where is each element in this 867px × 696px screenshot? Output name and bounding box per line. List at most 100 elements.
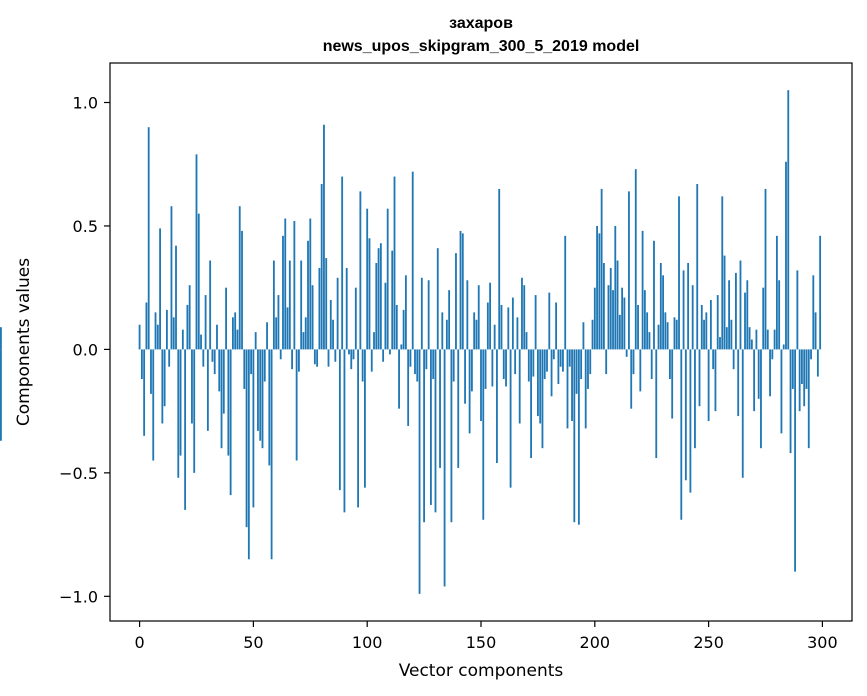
bar xyxy=(200,334,202,350)
bar xyxy=(509,349,512,488)
bar xyxy=(730,319,733,350)
bar xyxy=(805,349,808,389)
bar xyxy=(350,349,353,370)
bar xyxy=(643,290,646,350)
bar xyxy=(218,349,221,392)
bar xyxy=(366,208,369,350)
bar xyxy=(452,349,455,382)
x-tick-label: 150 xyxy=(466,633,497,652)
bar xyxy=(541,349,544,449)
bar xyxy=(272,260,275,350)
bar xyxy=(719,337,721,350)
bar xyxy=(150,349,152,394)
y-axis-ticks: −1.0 −0.5 0.0 0.5 1.0 xyxy=(59,94,110,606)
bar xyxy=(156,324,159,350)
bar xyxy=(684,349,687,481)
bar xyxy=(698,349,701,407)
bar xyxy=(464,349,466,404)
bar xyxy=(589,349,592,375)
bar xyxy=(318,267,321,350)
bar xyxy=(598,233,601,350)
bar xyxy=(332,319,334,350)
bar xyxy=(757,349,760,399)
bar xyxy=(377,248,380,350)
bar xyxy=(655,349,658,459)
bar xyxy=(195,154,198,350)
y-tick-label: 0.5 xyxy=(73,217,98,236)
bar xyxy=(288,260,291,350)
bar xyxy=(457,349,460,468)
bar xyxy=(327,349,330,367)
bar xyxy=(760,349,762,449)
bar xyxy=(798,349,801,412)
bar xyxy=(364,349,366,488)
bar xyxy=(345,267,348,350)
bar xyxy=(241,230,243,350)
bar xyxy=(766,329,769,350)
bar xyxy=(778,280,781,350)
bar xyxy=(694,349,696,449)
bar xyxy=(227,349,230,456)
bar xyxy=(436,248,439,350)
bar xyxy=(325,258,328,350)
bar xyxy=(591,319,594,350)
bar xyxy=(268,349,271,466)
bar xyxy=(803,349,806,407)
bar xyxy=(689,349,692,493)
bar xyxy=(461,233,464,350)
bar xyxy=(368,238,371,350)
bar xyxy=(712,349,715,370)
bar xyxy=(323,124,325,350)
bar xyxy=(493,324,496,350)
bar xyxy=(527,349,530,382)
bar xyxy=(816,349,819,377)
bar xyxy=(791,349,794,389)
bar xyxy=(612,290,614,350)
bar xyxy=(432,349,435,380)
bar xyxy=(521,277,523,350)
bar xyxy=(707,349,710,422)
bar xyxy=(147,127,150,350)
bar xyxy=(175,245,177,350)
bar xyxy=(168,349,171,367)
x-axis-ticks: 0 50 100 150 200 250 300 xyxy=(134,621,838,652)
bar xyxy=(737,349,740,417)
bar xyxy=(691,285,694,350)
bar xyxy=(564,235,567,350)
bar xyxy=(384,282,387,350)
bar xyxy=(357,349,360,508)
y-tick-label: 0.0 xyxy=(73,340,98,359)
bar xyxy=(257,349,259,431)
bar xyxy=(398,349,400,409)
bar xyxy=(425,349,428,370)
bar xyxy=(145,302,148,350)
bar xyxy=(343,349,346,513)
bar xyxy=(441,312,444,350)
bar xyxy=(420,277,423,350)
bar xyxy=(653,240,655,350)
bar xyxy=(596,225,598,350)
bar xyxy=(673,317,676,350)
bar xyxy=(764,188,767,350)
bar xyxy=(295,349,298,461)
bar xyxy=(605,349,608,375)
bar xyxy=(696,183,699,350)
bar xyxy=(505,349,507,387)
bar xyxy=(748,327,751,350)
bar xyxy=(407,349,410,426)
bar xyxy=(721,196,724,350)
bar xyxy=(812,275,815,350)
bar xyxy=(787,90,790,350)
bar xyxy=(336,277,339,350)
bar xyxy=(186,304,189,350)
bar xyxy=(650,349,653,380)
bar xyxy=(434,349,437,513)
bar xyxy=(634,169,637,350)
bar xyxy=(191,349,193,424)
bar xyxy=(728,280,731,350)
bar xyxy=(473,312,476,350)
bar xyxy=(573,349,576,523)
chart-subtitle: news_upos_skipgram_300_5_2019 model xyxy=(323,38,640,55)
bar xyxy=(409,349,412,367)
bar xyxy=(213,349,216,375)
